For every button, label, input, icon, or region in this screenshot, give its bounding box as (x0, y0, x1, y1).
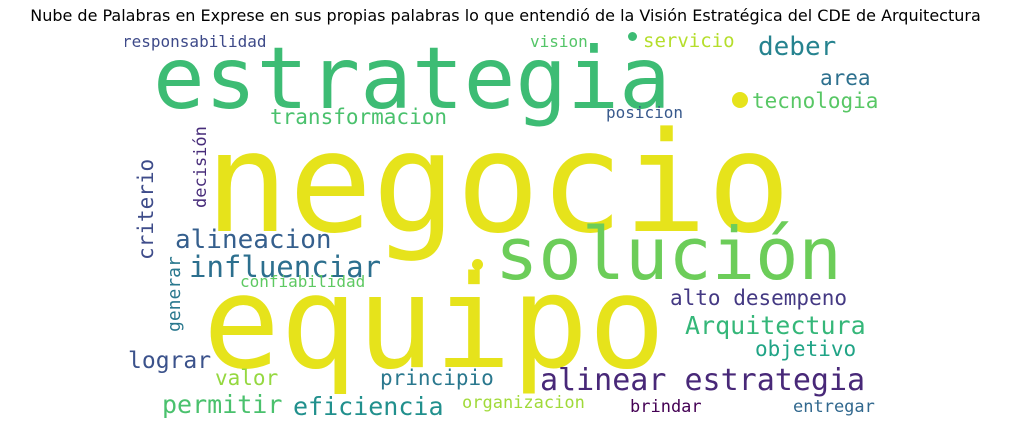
word-tecnologia: tecnologia (752, 89, 879, 113)
word-organizacion: organizacion (462, 393, 585, 413)
word-alinear-estrategia: alinear estrategia (540, 363, 866, 398)
word-responsabilidad: responsabilidad (125, 32, 267, 51)
decorative-dot (472, 259, 483, 270)
word-generar: generar (164, 256, 185, 332)
decorative-dot (628, 32, 637, 41)
word-posicion: posicion (606, 103, 684, 122)
word-entregar: entregar (793, 397, 875, 417)
word-objetivo: objetivo (755, 337, 857, 361)
word-deber: deber (758, 32, 837, 62)
decorative-dot (732, 92, 748, 108)
word-vision: vision (530, 32, 588, 51)
word-lograr: lograr (128, 348, 212, 374)
word-cloud: negocio estrategia equipo solución influ… (125, 32, 896, 425)
word-area: area (820, 66, 871, 90)
word-negocio: negocio (205, 102, 791, 264)
word-valor: valor (215, 366, 279, 390)
word-servicio: servicio (643, 32, 735, 52)
word-eficiencia: eficiencia (293, 392, 444, 421)
word-confiabilidad: confiabilidad (240, 272, 366, 291)
word-principio: principio (380, 366, 494, 390)
word-influenciar: influenciar (189, 250, 382, 284)
word-alineacion: alineacion (175, 225, 332, 255)
page-title: Nube de Palabras en Exprese en sus propi… (30, 6, 981, 25)
word-arquitectura: Arquitectura (685, 311, 866, 340)
word-alto-desempeno: alto desempeno (670, 286, 848, 310)
word-solucion: solución (495, 212, 842, 296)
word-brindar: brindar (630, 397, 702, 417)
word-estrategia: estrategia (153, 32, 671, 129)
word-decision: decisión (191, 126, 211, 208)
word-permitir: permitir (162, 390, 283, 419)
word-criterio: criterio (134, 158, 158, 260)
word-equipo: equipo (203, 249, 666, 398)
word-transformacion: transformacion (270, 105, 448, 129)
